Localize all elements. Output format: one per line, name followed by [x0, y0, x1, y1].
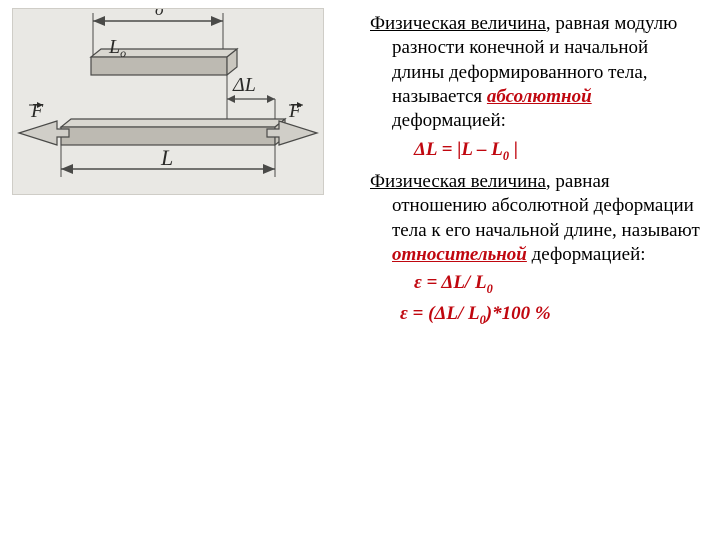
block-stretched: [61, 119, 285, 145]
term-physical-quantity-1: Физическая величина: [370, 13, 546, 34]
paragraph-absolute: Физическая величина, равная модулю разно…: [370, 12, 700, 134]
deformation-diagram: o Lо ΔL F F: [12, 8, 324, 195]
formula-relative-2: ε = (ΔL/ L0)*100 %: [370, 302, 700, 329]
paragraph-relative: Физическая величина, равная отношению аб…: [370, 170, 700, 267]
formula-absolute: ΔL = |L – L0 |: [370, 138, 700, 165]
diagram-svg: o Lо ΔL F F: [13, 9, 323, 194]
svg-text:F: F: [288, 100, 302, 122]
label-deltaL: ΔL: [232, 74, 256, 96]
label-L: L: [160, 145, 173, 170]
term-physical-quantity-2: Физическая величина: [370, 171, 546, 192]
keyword-relative: относительной: [392, 244, 527, 265]
formula-relative-1: ε = ΔL/ L0: [370, 271, 700, 298]
keyword-absolute: абсолютной: [487, 86, 592, 107]
label-top-sub: o: [155, 9, 164, 19]
definitions-text: Физическая величина, равная модулю разно…: [370, 12, 700, 335]
